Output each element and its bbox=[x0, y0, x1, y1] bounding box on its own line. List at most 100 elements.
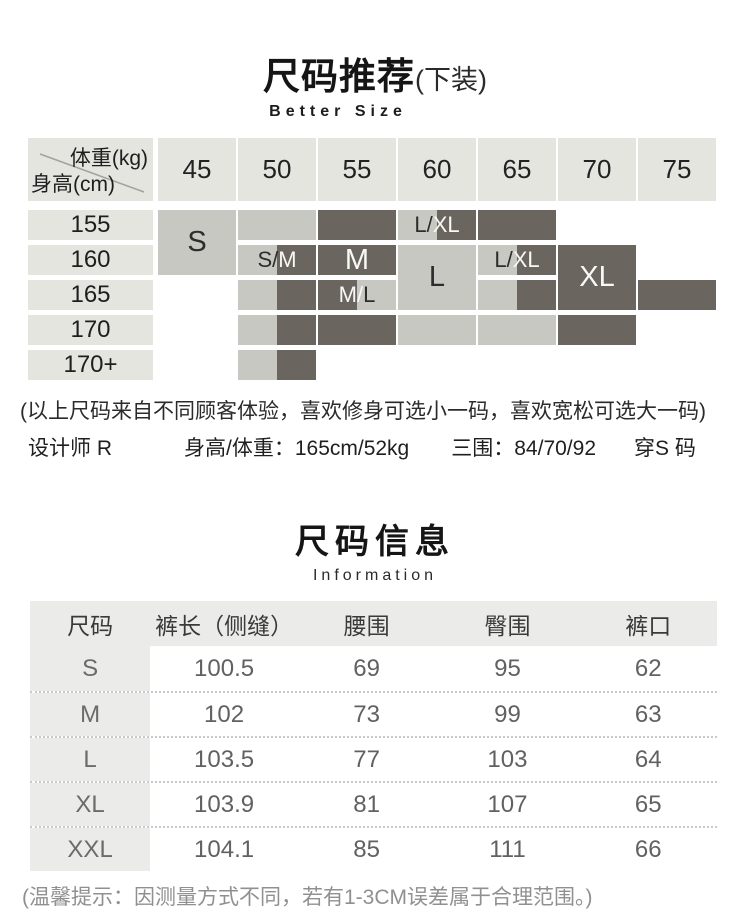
size-cell: L bbox=[30, 738, 151, 781]
value-cell: 66 bbox=[634, 835, 662, 863]
size-block bbox=[398, 315, 476, 345]
size-recommend-header: 尺码推荐(下装) Better Size bbox=[0, 0, 750, 121]
size-cell: M bbox=[30, 693, 151, 736]
section1-title: 尺码推荐 bbox=[263, 56, 415, 97]
section2-subtitle: Information bbox=[312, 567, 438, 584]
value-cell: 77 bbox=[353, 745, 380, 773]
height-label-170: 170 bbox=[28, 315, 153, 345]
weight-header-65: 65 bbox=[478, 138, 556, 201]
size-cell: XXL bbox=[30, 828, 151, 871]
section1-title-suffix: (下装) bbox=[415, 65, 487, 95]
size-block bbox=[318, 315, 396, 345]
height-label-155: 155 bbox=[28, 210, 153, 240]
info-header-col-0: 尺码 bbox=[67, 612, 114, 639]
size-block-L-XL: L/XL bbox=[398, 210, 476, 240]
section2-title: 尺码信息 bbox=[295, 523, 455, 561]
value-cell: 85 bbox=[353, 835, 380, 863]
size-block bbox=[638, 280, 716, 310]
size-label-part: L bbox=[428, 261, 446, 293]
designer-info: 设计师 R 身高/体重：165cm/52kg 三围：84/70/92 穿S 码 bbox=[0, 425, 750, 462]
size-block bbox=[478, 210, 556, 240]
grid-corner-cell: 体重(kg) 身高(cm) bbox=[28, 138, 153, 201]
size-label-part: S bbox=[187, 226, 207, 258]
size-block-M: M bbox=[318, 243, 396, 276]
designer-name: 设计师 R bbox=[28, 437, 112, 460]
value-cell: 65 bbox=[634, 790, 662, 818]
height-label-170+: 170+ bbox=[28, 350, 153, 380]
info-header-col-3: 臀围 bbox=[484, 612, 531, 639]
value-cell: 104.1 bbox=[194, 835, 255, 863]
height-label-165: 165 bbox=[28, 280, 153, 310]
size-label-part: M bbox=[278, 247, 297, 272]
measure-tip: (温馨提示：因测量方式不同，若有1-3CM误差属于合理范围。) bbox=[22, 886, 593, 909]
size-block-S-M: S/M bbox=[238, 245, 316, 275]
size-label-part: XL bbox=[579, 261, 615, 293]
designer-wears-size: 穿S 码 bbox=[634, 437, 696, 460]
value-cell: 69 bbox=[353, 654, 380, 682]
size-label-part: L bbox=[363, 282, 376, 307]
value-cell: 81 bbox=[353, 790, 380, 818]
size-block-M-L: M/L bbox=[318, 280, 396, 310]
value-cell: 95 bbox=[494, 654, 521, 682]
value-cell: 103.9 bbox=[194, 790, 255, 818]
size-block bbox=[238, 315, 316, 345]
value-cell: 64 bbox=[634, 745, 662, 773]
value-cell: 100.5 bbox=[194, 654, 255, 682]
size-label-part: S/ bbox=[257, 247, 279, 272]
corner-weight-label: 体重(kg) bbox=[69, 147, 148, 170]
value-cell: 103 bbox=[487, 745, 528, 773]
size-block bbox=[318, 210, 396, 240]
value-cell: 73 bbox=[353, 700, 380, 728]
size-block bbox=[478, 315, 556, 345]
size-block-S: S bbox=[158, 210, 236, 275]
size-block bbox=[558, 315, 636, 345]
size-label-part: M bbox=[344, 243, 370, 276]
value-cell: 107 bbox=[487, 790, 528, 818]
info-header-col-4: 裤口 bbox=[625, 612, 672, 639]
designer-measurements: 三围：84/70/92 bbox=[451, 437, 596, 460]
size-note: (以上尺码来自不同顾客体验，喜欢修身可选小一码，喜欢宽松可选大一码) bbox=[20, 400, 706, 423]
size-label-part: L/ bbox=[494, 247, 513, 272]
info-table-header-row: 尺码 裤长（侧缝） 腰围 臀围 裤口 bbox=[30, 601, 717, 646]
section1-title-row: 尺码推荐(下装) bbox=[0, 46, 750, 100]
size-label-part: L/ bbox=[414, 212, 433, 237]
size-block-L: L bbox=[398, 245, 476, 310]
info-table-row-M: M 102 73 99 63 bbox=[30, 691, 717, 736]
corner-height-label: 身高(cm) bbox=[31, 173, 115, 196]
info-header-col-1: 裤长（侧缝） bbox=[155, 612, 294, 639]
weight-header-45: 45 bbox=[158, 138, 236, 201]
weight-header-60: 60 bbox=[398, 138, 476, 201]
info-table-row-XXL: XXL 104.1 85 111 66 bbox=[30, 826, 717, 871]
weight-header-70: 70 bbox=[558, 138, 636, 201]
weight-header-55: 55 bbox=[318, 138, 396, 201]
diagonal-line-icon bbox=[39, 153, 145, 193]
size-block-XL: XL bbox=[558, 245, 636, 310]
value-cell: 103.5 bbox=[194, 745, 255, 773]
height-label-160: 160 bbox=[28, 245, 153, 275]
weight-header-50: 50 bbox=[238, 138, 316, 201]
size-block-L-XL: L/XL bbox=[478, 245, 556, 275]
value-cell: 99 bbox=[494, 700, 521, 728]
size-cell: S bbox=[30, 646, 151, 691]
value-cell: 102 bbox=[204, 700, 245, 728]
size-grid: 体重(kg) 身高(cm) 45 50 55 60 65 70 75 155 160 165 170… bbox=[28, 138, 718, 383]
info-header-col-2: 腰围 bbox=[343, 612, 390, 639]
info-table-row-S: S 100.5 69 95 62 bbox=[30, 646, 717, 691]
weight-header-75: 75 bbox=[638, 138, 716, 201]
value-cell: 63 bbox=[634, 700, 662, 728]
size-block bbox=[478, 280, 556, 310]
info-table-row-L: L 103.5 77 103 64 bbox=[30, 736, 717, 781]
section1-subtitle: Better Size bbox=[269, 103, 407, 120]
size-label-part: XL bbox=[512, 247, 540, 272]
size-block bbox=[238, 280, 316, 310]
value-cell: 111 bbox=[489, 835, 526, 863]
value-cell: 62 bbox=[634, 654, 662, 682]
size-info-header: 尺码信息 Information bbox=[0, 462, 750, 585]
designer-height-weight: 身高/体重：165cm/52kg bbox=[184, 437, 410, 460]
size-cell: XL bbox=[30, 783, 151, 826]
size-info-table: 尺码 裤长（侧缝） 腰围 臀围 裤口 S 100.5 69 95 62 M 102 73 99 63 L 103… bbox=[30, 601, 717, 871]
size-block bbox=[238, 350, 316, 380]
size-label-part: M/ bbox=[338, 282, 364, 307]
size-block bbox=[238, 210, 316, 240]
info-table-row-XL: XL 103.9 81 107 65 bbox=[30, 781, 717, 826]
